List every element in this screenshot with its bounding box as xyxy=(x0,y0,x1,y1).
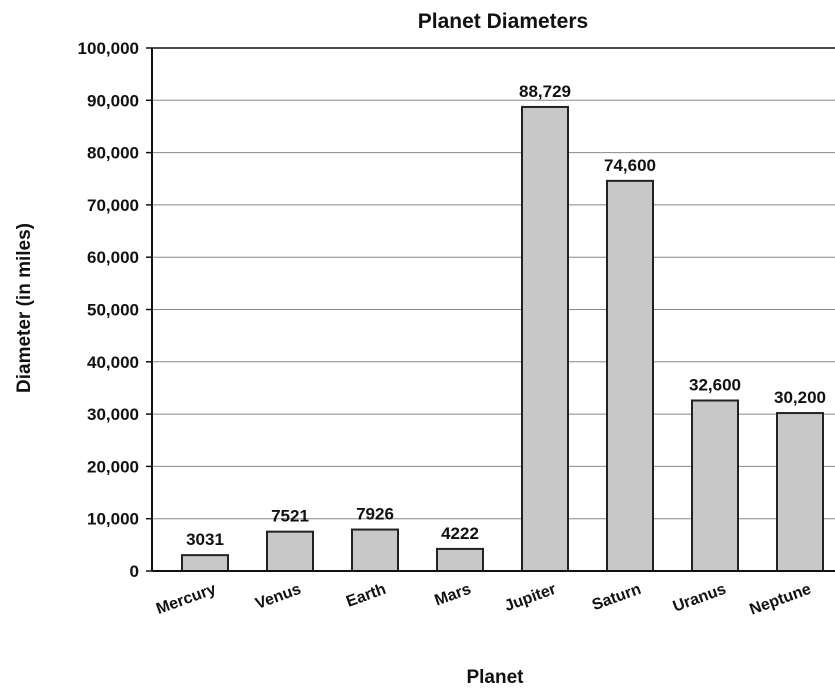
y-tick-label: 10,000 xyxy=(87,510,139,529)
value-label-neptune: 30,200 xyxy=(774,388,826,407)
y-tick-label: 60,000 xyxy=(87,248,139,267)
value-label-jupiter: 88,729 xyxy=(519,82,571,101)
y-tick-label: 90,000 xyxy=(87,91,139,110)
value-label-earth: 7926 xyxy=(356,505,394,524)
bar-mars xyxy=(436,547,484,573)
bars xyxy=(181,105,824,573)
y-tick-label: 40,000 xyxy=(87,353,139,372)
bar-mercury xyxy=(181,554,229,573)
y-tick-label: 70,000 xyxy=(87,196,139,215)
category-label-uranus: Uranus xyxy=(671,581,729,616)
y-tick-label: 80,000 xyxy=(87,144,139,163)
category-label-earth: Earth xyxy=(344,581,388,611)
chart-title: Planet Diameters xyxy=(418,10,588,33)
y-tick-label: 50,000 xyxy=(87,301,139,320)
y-tick-label: 30,000 xyxy=(87,405,139,424)
value-label-saturn: 74,600 xyxy=(604,156,656,175)
bar-neptune xyxy=(776,412,824,572)
bar-uranus xyxy=(691,399,739,573)
y-axis-title: Diameter (in miles) xyxy=(14,223,35,393)
x-axis-title: Planet xyxy=(466,667,524,688)
category-labels: Mercury Venus Earth Mars Jupiter Saturn Uranus… xyxy=(154,581,813,619)
bar-jupiter xyxy=(521,105,569,572)
category-label-jupiter: Jupiter xyxy=(502,581,558,615)
value-labels: 3031 7521 7926 4222 88,729 74,600 32,600 30,200 xyxy=(186,82,826,549)
category-label-mars: Mars xyxy=(432,581,473,610)
y-axis-ticks: 0 10,000 20,000 30,000 40,000 50,000 60,000 70,… xyxy=(78,39,152,581)
y-tick-label: 20,000 xyxy=(87,457,139,476)
category-label-venus: Venus xyxy=(253,581,303,613)
value-label-mars: 4222 xyxy=(441,524,479,543)
bar-saturn xyxy=(606,179,654,572)
category-label-saturn: Saturn xyxy=(590,581,643,614)
category-label-neptune: Neptune xyxy=(747,581,813,619)
bar-earth xyxy=(351,528,399,572)
value-label-venus: 7521 xyxy=(271,507,309,526)
axes xyxy=(151,47,835,572)
y-tick-label: 100,000 xyxy=(78,39,139,58)
category-label-mercury: Mercury xyxy=(154,581,218,618)
bar-venus xyxy=(266,530,314,572)
value-label-mercury: 3031 xyxy=(186,530,224,549)
value-label-uranus: 32,600 xyxy=(689,376,741,395)
y-tick-label: 0 xyxy=(130,562,139,581)
